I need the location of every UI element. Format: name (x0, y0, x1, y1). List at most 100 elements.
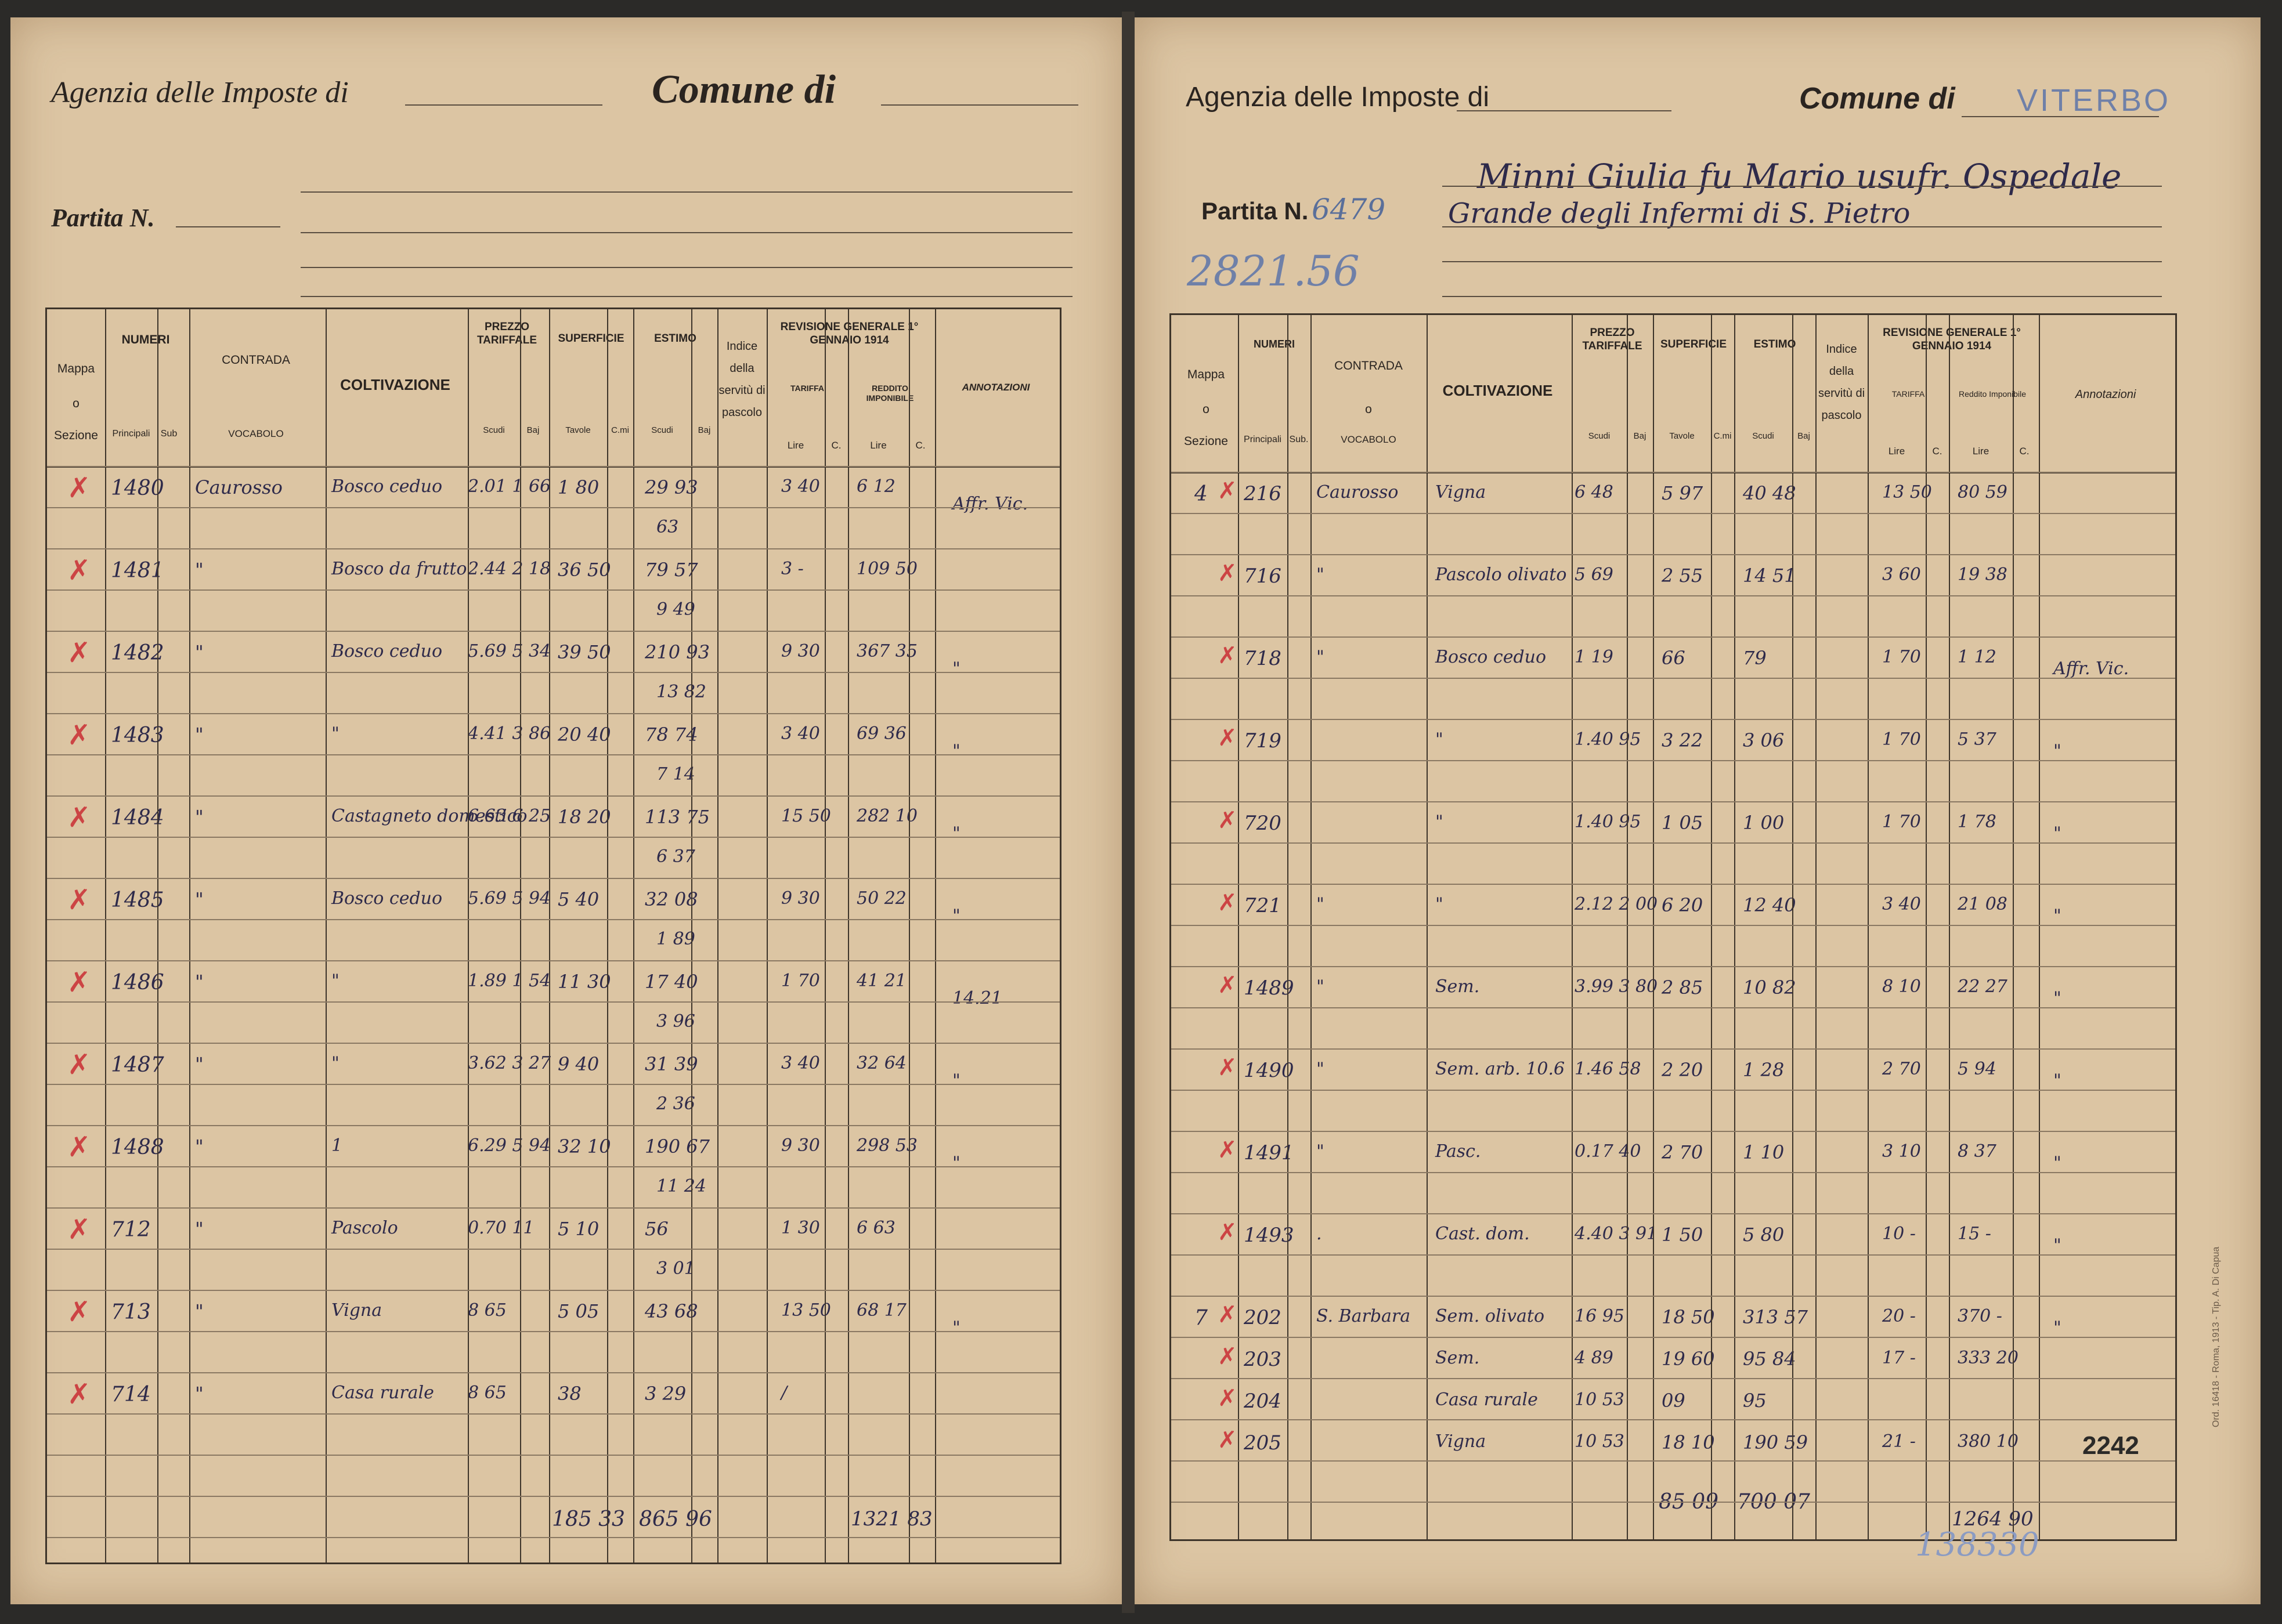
row-superficie: 36 50 (558, 559, 611, 581)
printer-note: Ord. 16418 - Roma, 1913 - Tip. A. Di Cap… (2211, 1246, 2221, 1427)
row-num: 1480 (111, 476, 164, 500)
row-estimo: 43 68 (645, 1300, 698, 1322)
row-superficie: 09 (1662, 1390, 1685, 1412)
row-annotazione: 14.21 (952, 988, 1002, 1008)
column-rule (1627, 315, 1628, 1539)
row-map: 7 (1194, 1306, 1208, 1330)
row-map: 4 (1194, 482, 1208, 506)
row-annotazione: " (952, 659, 961, 679)
row-estimo: 79 (1743, 647, 1767, 669)
row-annotazione: " (2053, 988, 2061, 1008)
row-tariffa: 21 - (1882, 1431, 1916, 1452)
row-num: 1491 (1244, 1141, 1294, 1164)
row-coltivazione: Sem. olivato (1435, 1306, 1545, 1326)
row-prezzo: 0.17 40 (1575, 1141, 1641, 1162)
rcol-o2: o (1365, 403, 1372, 416)
row-prezzo: 1.40 95 (1575, 729, 1641, 750)
row-contrada: " (195, 1300, 204, 1322)
col-estimo: ESTIMO (654, 332, 696, 345)
row-rule (1171, 925, 2175, 926)
col-annotazioni: ANNOTAZIONI (962, 382, 1030, 393)
row-check-mark: ✗ (1218, 1054, 1237, 1081)
row-superficie: 1 50 (1662, 1224, 1703, 1246)
row-check-mark: ✗ (1218, 1385, 1237, 1412)
row-tariffa: 3 40 (781, 476, 820, 497)
column-rule (326, 309, 327, 1562)
rcol-scudi: Scudi (1588, 431, 1611, 441)
row-estimo: 3 06 (1743, 729, 1785, 751)
row-superficie: 38 (558, 1383, 582, 1405)
row-tariffa: 15 50 (781, 806, 831, 826)
total-superficie: 185 33 (552, 1507, 625, 1531)
col-cmi: C.mi (611, 425, 629, 435)
row-reddito: 50 22 (857, 888, 907, 909)
row-rule (47, 548, 1060, 549)
row-estimo: 78 74 (645, 724, 698, 746)
row-num: 203 (1244, 1348, 1281, 1371)
rcol-contrada: CONTRADA (1334, 359, 1403, 372)
row-rule (47, 1455, 1060, 1456)
row-num: 1485 (111, 888, 164, 912)
row-num: 1487 (111, 1053, 164, 1077)
row-check-mark: ✗ (1218, 642, 1237, 669)
column-rule (468, 309, 469, 1562)
col-tariffa: TARIFFA (790, 384, 825, 393)
rcol-reddito-c: C. (2019, 446, 2030, 457)
row-contrada: " (195, 806, 204, 828)
row-estimo-sub: 63 (656, 517, 679, 537)
row-reddito: 1 12 (1958, 647, 1996, 667)
row-num: 1489 (1244, 976, 1294, 1000)
row-check-mark: ✗ (1218, 1137, 1237, 1163)
row-coltivazione: Sem. (1435, 1348, 1480, 1368)
total-reddito: 1264 90 (1952, 1507, 2034, 1531)
row-rule (47, 919, 1060, 920)
row-rule (1171, 1048, 2175, 1050)
rcol-reddito: Reddito Imponibile (1959, 389, 2026, 399)
col-tariffa-c: C. (831, 440, 842, 451)
row-num: 1486 (111, 971, 164, 994)
row-coltivazione: " (331, 1053, 340, 1073)
row-rule (47, 1249, 1060, 1250)
column-rule (1287, 315, 1288, 1539)
row-estimo: 95 (1743, 1390, 1767, 1412)
row-check-mark: ✗ (1218, 1219, 1237, 1246)
row-contrada: " (195, 888, 204, 910)
row-annotazione: " (2053, 1153, 2061, 1173)
row-prezzo: 4.40 3 91 (1575, 1224, 1658, 1244)
row-superficie: 18 20 (558, 806, 611, 828)
row-reddito: 333 20 (1958, 1348, 2019, 1368)
row-superficie: 3 22 (1662, 729, 1703, 751)
row-rule (1171, 1419, 2175, 1420)
rcol-estimo-baj: Baj (1797, 431, 1810, 441)
row-annotazione: " (2053, 823, 2061, 844)
col-sezione: Sezione (54, 429, 98, 442)
column-rule (1653, 315, 1654, 1539)
row-contrada: " (195, 724, 204, 746)
total-reddito: 1321 83 (851, 1507, 933, 1531)
row-superficie: 32 10 (558, 1135, 611, 1158)
row-reddito: 370 - (1958, 1306, 2002, 1326)
row-num: 1493 (1244, 1224, 1294, 1247)
row-superficie: 66 (1662, 647, 1685, 669)
row-num: 713 (111, 1300, 151, 1324)
row-annotazione: " (952, 823, 961, 844)
row-num: 1488 (111, 1135, 164, 1159)
rcol-tariffa-c: C. (1932, 446, 1942, 457)
row-reddito: 22 27 (1958, 976, 2007, 997)
row-superficie: 11 30 (558, 971, 611, 993)
rcol-o: o (1203, 403, 1209, 416)
row-num: 718 (1244, 647, 1281, 670)
row-num: 716 (1244, 565, 1281, 588)
row-check-mark: ✗ (1218, 725, 1237, 751)
row-rule (47, 1207, 1060, 1209)
row-rule (47, 713, 1060, 714)
left-register-table: Mappa o Sezione NUMERI Principali Sub CO… (45, 308, 1061, 1564)
row-superficie: 2 20 (1662, 1059, 1703, 1081)
rcol-annotazioni: Annotazioni (2075, 388, 2136, 401)
row-tariffa: 8 10 (1882, 976, 1921, 997)
row-tariffa: 13 50 (781, 1300, 831, 1321)
row-rule (1171, 1172, 2175, 1173)
row-check-mark: ✗ (67, 1213, 91, 1246)
row-annotazione: Affr. Vic. (2053, 659, 2129, 679)
row-rule (47, 1043, 1060, 1044)
